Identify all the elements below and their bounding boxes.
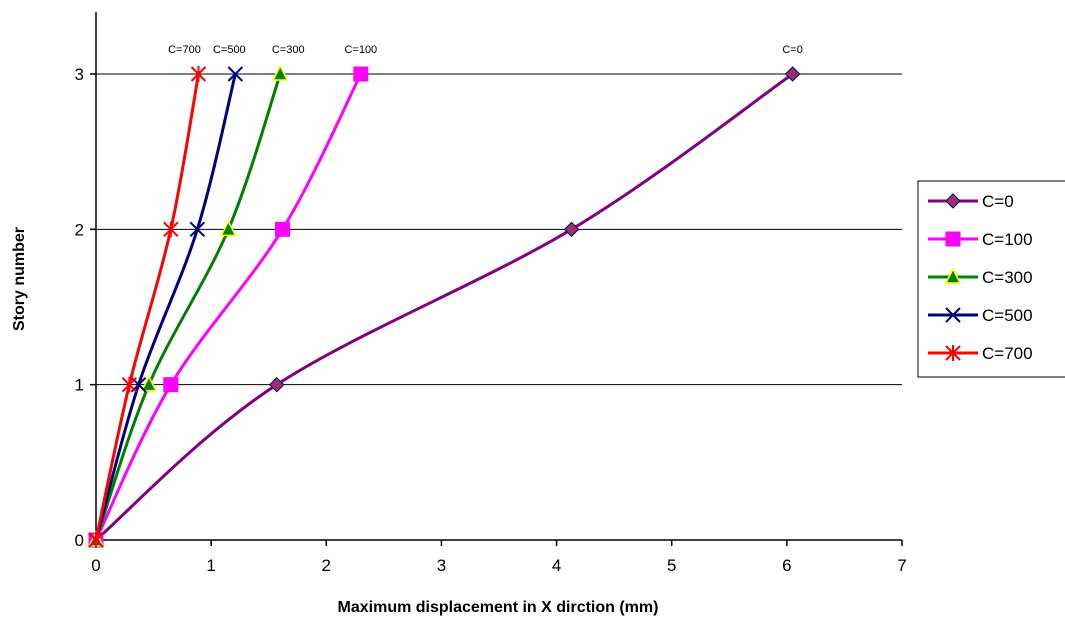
marker-x [189, 221, 206, 238]
series-c-0 [88, 66, 801, 548]
y-tick-label: 3 [75, 65, 84, 84]
marker-square [163, 377, 179, 393]
series-line [94, 73, 363, 541]
y-tick-label: 1 [75, 376, 84, 395]
x-tick-label: 6 [782, 556, 791, 575]
data-label: C=300 [272, 44, 305, 56]
marker-square [945, 231, 961, 247]
marker-star [945, 345, 961, 361]
legend-label: C=700 [982, 344, 1033, 363]
legend: C=0 C=100 C=300 C=500 C=700 [917, 180, 1065, 378]
marker-diamond [784, 66, 801, 82]
legend-label: C=100 [982, 230, 1033, 249]
marker-star [88, 532, 104, 548]
series-c-100 [88, 66, 369, 548]
x-tick-label: 7 [897, 556, 906, 575]
legend-item: C=100 [928, 230, 1033, 249]
x-tick-label: 3 [437, 556, 446, 575]
x-tick-label: 4 [552, 556, 561, 575]
legend-item: C=500 [928, 306, 1033, 325]
data-label: C=0 [782, 44, 803, 56]
legend-label: C=300 [982, 268, 1033, 287]
x-tick-label: 2 [322, 556, 331, 575]
series-line [95, 72, 794, 542]
marker-diamond [269, 376, 285, 393]
x-tick-label: 5 [667, 556, 676, 575]
marker-triangle [220, 219, 237, 237]
data-label: C=100 [344, 44, 377, 56]
data-labels: C=0 C=100 C=300 C=500 C=700 [168, 44, 803, 56]
marker-diamond [945, 193, 961, 209]
y-tick-label: 0 [75, 531, 84, 550]
y-tick-label: 2 [75, 220, 84, 239]
legend-item: C=300 [928, 267, 1033, 287]
legend-label: C=0 [982, 192, 1014, 211]
marker-star [121, 376, 138, 393]
marker-x [227, 66, 244, 82]
data-label: C=500 [213, 44, 246, 56]
marker-star [163, 221, 179, 238]
x-tick-label: 1 [206, 556, 215, 575]
series-group [87, 64, 801, 548]
data-label: C=700 [168, 44, 201, 56]
axes: 0 1 2 3 4 5 6 7 0 1 2 3 [75, 12, 907, 575]
series-line [94, 73, 237, 541]
marker-triangle [140, 374, 158, 392]
x-tick-label: 0 [91, 556, 100, 575]
legend-item: C=700 [928, 344, 1033, 363]
marker-triangle [272, 64, 289, 81]
marker-square [353, 66, 369, 82]
marker-x [945, 307, 961, 323]
marker-triangle [944, 267, 962, 284]
series-line [94, 73, 200, 541]
gridlines [96, 73, 902, 386]
series-line [94, 73, 282, 541]
y-axis-title: Story number [11, 227, 28, 331]
marker-star [190, 66, 207, 82]
legend-label: C=500 [982, 306, 1033, 325]
legend-item: C=0 [928, 192, 1014, 211]
series-c-700 [88, 66, 207, 548]
legend-box [917, 180, 1065, 378]
marker-diamond [563, 221, 580, 238]
x-axis-title: Maximum displacement in X dirction (mm) [338, 599, 659, 616]
marker-square [275, 221, 291, 237]
